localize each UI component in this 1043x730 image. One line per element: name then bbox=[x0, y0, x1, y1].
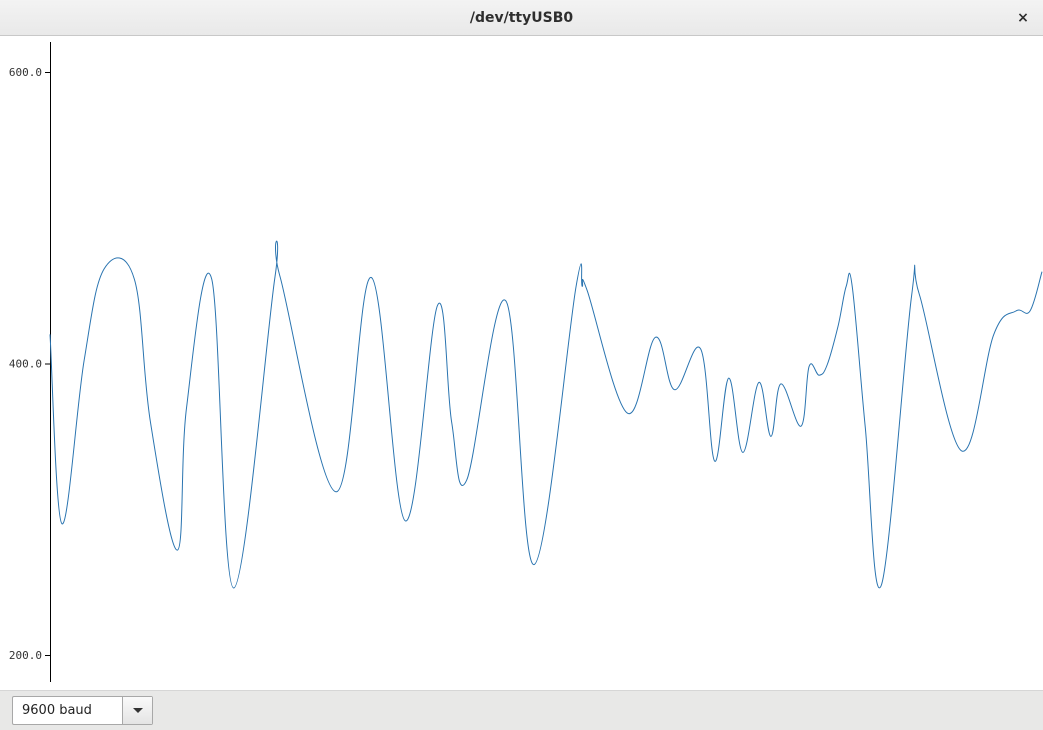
serial-plotter-canvas: 600.0 400.0 200.0 bbox=[0, 37, 1043, 690]
y-tick-label: 600.0 bbox=[9, 66, 42, 79]
close-icon[interactable]: × bbox=[1017, 10, 1029, 26]
baud-rate-value: 9600 baud bbox=[22, 703, 92, 718]
y-tick-label: 400.0 bbox=[9, 358, 42, 371]
chevron-down-icon bbox=[133, 708, 143, 713]
title-bar: /dev/ttyUSB0 × bbox=[0, 0, 1043, 36]
baud-dropdown-button[interactable] bbox=[122, 697, 152, 724]
window-title: /dev/ttyUSB0 bbox=[469, 10, 574, 26]
line-chart: 600.0 400.0 200.0 bbox=[9, 42, 1043, 682]
series-line bbox=[49, 240, 1043, 589]
y-tick-label: 200.0 bbox=[9, 649, 42, 662]
baud-rate-select[interactable]: 9600 baud bbox=[12, 696, 153, 725]
bottom-toolbar: 9600 baud bbox=[0, 690, 1043, 730]
